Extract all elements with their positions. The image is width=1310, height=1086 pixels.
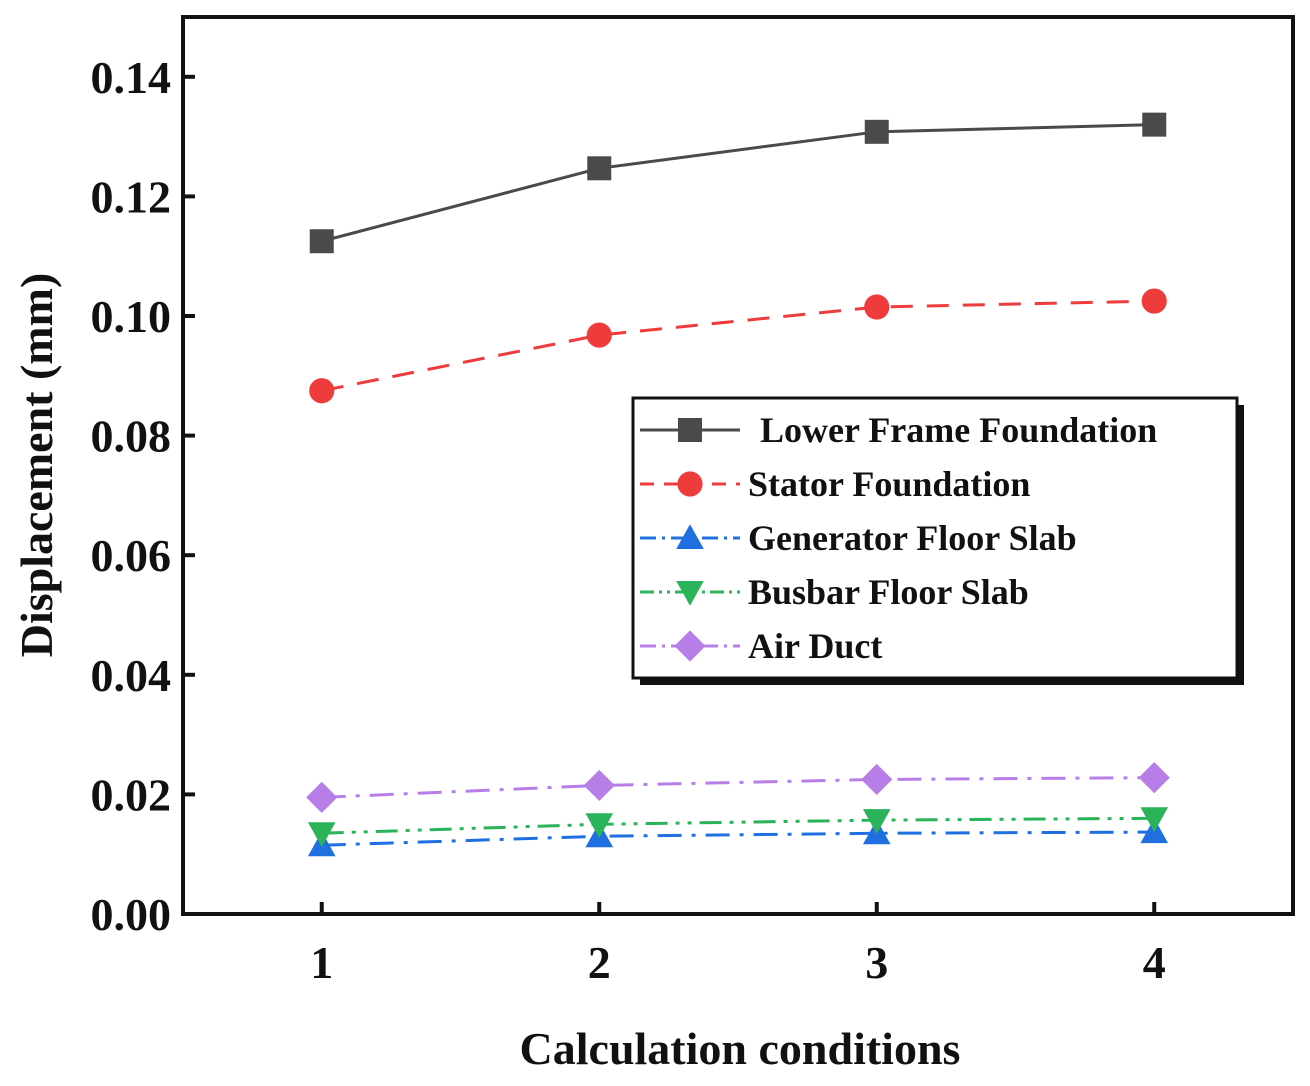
tick-labels-layer: 0.00 0.02 0.04 0.06 0.08 0.10 0.12 0.14 1 2 3 4: [91, 52, 1166, 988]
point-stator-foundation-3: [864, 294, 890, 320]
point-air-duct-3: [861, 763, 893, 796]
y-tick-label-5: 0.10: [91, 291, 172, 342]
series-line-air-duct: [321, 776, 1155, 799]
legend-marker-air-duct: [674, 630, 706, 662]
point-lower-frame-foundation-2: [587, 156, 612, 181]
legend-marker-lower-frame-foundation: [678, 418, 702, 442]
y-tick-label-0: 0.00: [91, 889, 172, 940]
point-busbar-floor-slab-4: [1140, 807, 1169, 833]
point-lower-frame-foundation-4: [1142, 112, 1167, 137]
x-tick-label-3: 4: [1143, 937, 1166, 988]
point-lower-frame-foundation-1: [309, 229, 334, 254]
x-tick-label-1: 2: [588, 937, 611, 988]
series-lines-layer: [321, 123, 1155, 847]
series-line-busbar-floor-slab: [321, 816, 1155, 835]
y-tick-label-6: 0.12: [91, 171, 172, 222]
series-line-generator-floor-slab: [321, 830, 1155, 847]
legend-marker-generator-floor-slab: [676, 524, 704, 550]
legend-label-generator-floor-slab: Generator Floor Slab: [748, 518, 1077, 558]
series-line-lower-frame-foundation: [321, 123, 1155, 243]
y-axis-title: Displacement (mm): [11, 273, 62, 658]
point-air-duct-4: [1138, 762, 1170, 794]
point-air-duct-2: [583, 769, 615, 802]
point-stator-foundation-4: [1141, 288, 1167, 314]
x-axis-title: Calculation conditions: [520, 1023, 961, 1074]
point-stator-foundation-2: [586, 322, 612, 348]
legend-label-busbar-floor-slab: Busbar Floor Slab: [748, 572, 1029, 612]
point-lower-frame-foundation-3: [864, 119, 889, 144]
point-stator-foundation-1: [309, 378, 335, 404]
legend-label-lower-frame-foundation: Lower Frame Foundation: [760, 410, 1157, 450]
legend-label-air-duct: Air Duct: [748, 626, 882, 666]
point-air-duct-1: [306, 781, 338, 813]
point-busbar-floor-slab-3: [862, 809, 891, 834]
legend-label-stator-foundation: Stator Foundation: [748, 464, 1030, 504]
legend-marker-busbar-floor-slab: [676, 580, 704, 606]
y-tick-label-3: 0.06: [91, 530, 172, 581]
y-tick-label-4: 0.08: [91, 411, 172, 462]
x-tick-label-2: 3: [865, 937, 888, 988]
series-line-stator-foundation: [321, 299, 1155, 393]
legend: Lower Frame Foundation Stator Foundation G…: [631, 396, 1244, 685]
legend-items: Lower Frame Foundation Stator Foundation G…: [640, 410, 1157, 666]
y-tick-label-2: 0.04: [91, 650, 172, 701]
plot-frame: [181, 15, 1295, 916]
point-busbar-floor-slab-1: [307, 822, 336, 848]
y-tick-label-7: 0.14: [91, 52, 172, 103]
legend-marker-stator-foundation: [677, 471, 703, 497]
series-markers-layer: [306, 112, 1170, 857]
point-busbar-floor-slab-2: [585, 813, 614, 839]
legend-box: [631, 396, 1239, 680]
y-tick-label-1: 0.02: [91, 769, 172, 820]
x-tick-label-0: 1: [310, 937, 333, 988]
